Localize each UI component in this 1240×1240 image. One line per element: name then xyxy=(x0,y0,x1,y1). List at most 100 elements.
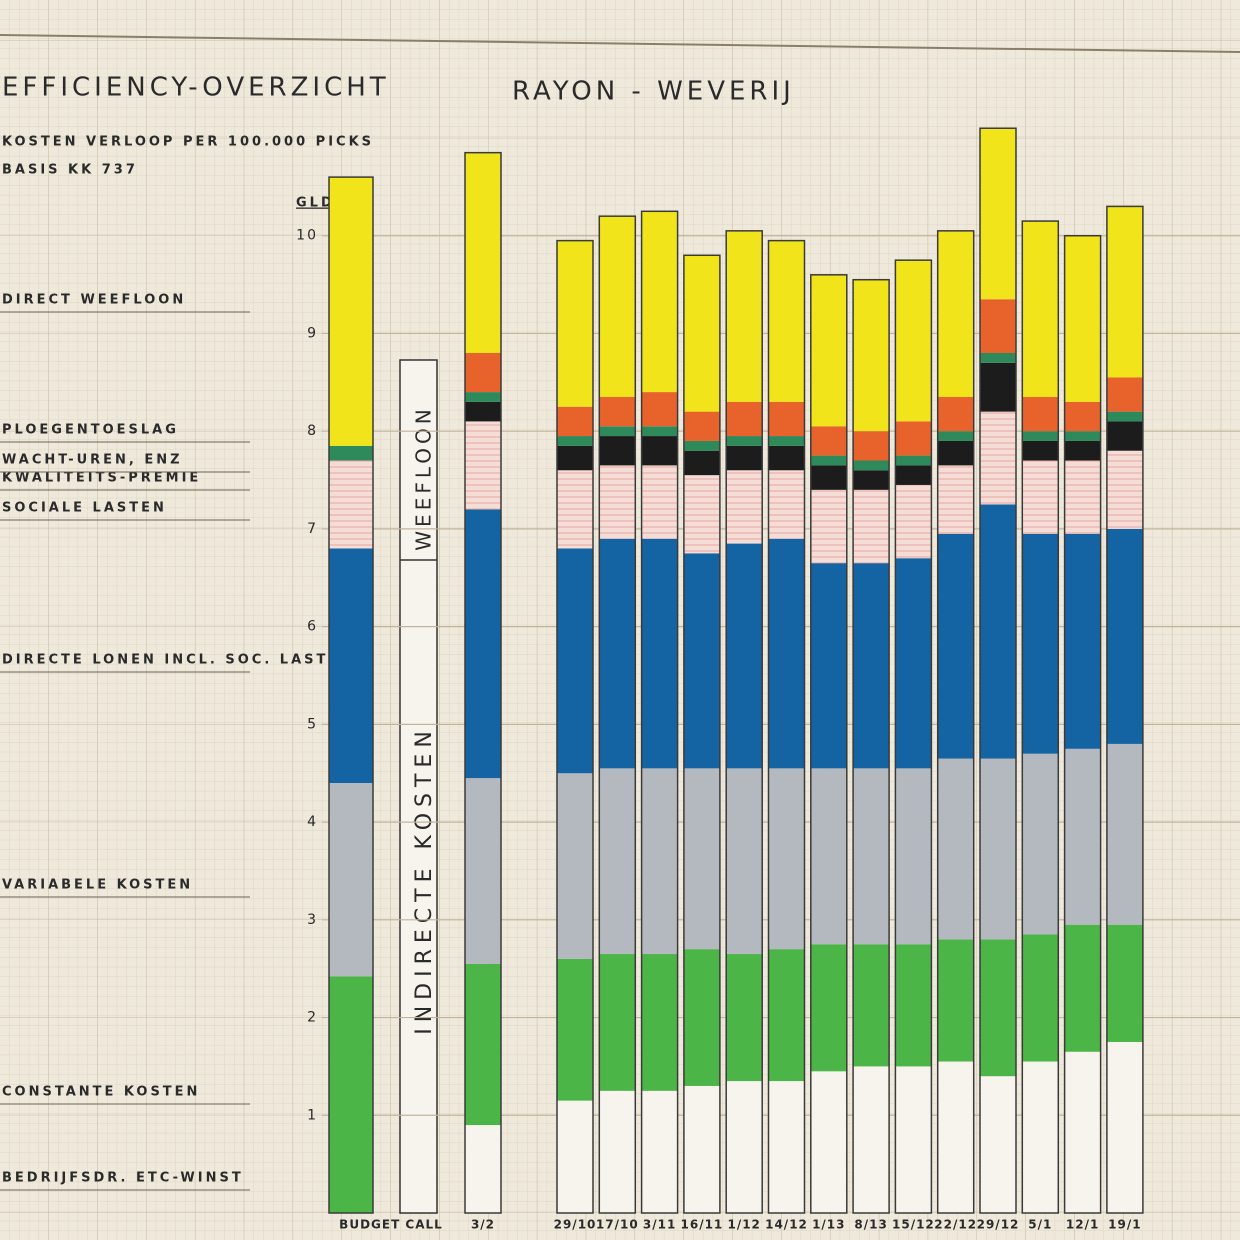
x-tick-label: 5/1 xyxy=(1028,1218,1052,1232)
bar-outline xyxy=(683,254,721,1214)
bar-segment xyxy=(980,353,1016,363)
bar-segment xyxy=(726,543,763,769)
bar-segment xyxy=(726,768,763,955)
bar-segment xyxy=(1106,377,1143,412)
bar-segment xyxy=(641,392,678,427)
bar-outline xyxy=(852,278,890,1214)
bar-segment xyxy=(329,548,373,783)
hatch xyxy=(1064,460,1101,534)
x-tick-label: 1/13 xyxy=(812,1218,845,1232)
bar-segment xyxy=(1106,924,1143,1042)
bar-segment xyxy=(599,216,636,397)
bar-segment xyxy=(768,240,805,402)
bar-segment xyxy=(1106,206,1143,378)
bar-segment xyxy=(853,563,890,769)
bar-segment xyxy=(599,538,636,769)
hatch xyxy=(465,421,501,510)
hatch xyxy=(1022,460,1059,534)
hatch xyxy=(895,484,932,559)
hatch xyxy=(937,465,974,534)
bar-segment xyxy=(1064,401,1101,432)
bar-outline xyxy=(598,215,637,1214)
hatch xyxy=(853,489,890,564)
hatch xyxy=(810,489,847,564)
bar-segment xyxy=(557,773,593,959)
bar-segment xyxy=(557,958,593,1101)
bar-segment xyxy=(641,538,678,769)
bar-segment xyxy=(329,445,373,461)
chart-subtitle: RAYON - WEVERIJ xyxy=(512,77,795,107)
bar-segment xyxy=(1106,528,1143,744)
bar-segment xyxy=(768,768,805,950)
bar-segment xyxy=(810,944,847,1072)
y-tick-label: 7 xyxy=(307,521,318,537)
bar-segment xyxy=(895,944,932,1067)
legend-label: WACHT-UREN, ENZ xyxy=(2,453,183,468)
bar-segment xyxy=(980,1076,1016,1213)
hatch xyxy=(768,470,805,539)
bar-segment xyxy=(1064,1051,1101,1213)
bar-segment xyxy=(853,1066,890,1213)
bar-segment xyxy=(557,406,593,437)
bar-segment xyxy=(557,445,593,471)
bar-segment xyxy=(853,279,890,432)
bar-segment xyxy=(599,426,636,437)
x-tick-label: 3/11 xyxy=(643,1218,676,1232)
x-tick-label: 8/13 xyxy=(854,1218,887,1232)
bar-segment xyxy=(853,470,890,490)
bar-segment xyxy=(895,558,932,769)
bar-segment xyxy=(641,436,678,466)
bar-segment xyxy=(937,1061,974,1213)
bar-segment xyxy=(937,431,974,441)
y-tick-label: 10 xyxy=(296,228,318,244)
bar-segment xyxy=(683,450,720,476)
bar-segment xyxy=(465,353,501,393)
bar-segment xyxy=(1064,235,1101,402)
bar-segment xyxy=(768,445,805,471)
legend-label: BEDRIJFSDR. ETC-WINST xyxy=(2,1171,244,1186)
bar-segment xyxy=(726,1081,763,1213)
bar-segment xyxy=(726,436,763,446)
bar-segment xyxy=(683,768,720,950)
bar-outline xyxy=(810,274,848,1214)
bar-segment xyxy=(641,1090,678,1213)
bar-outline xyxy=(556,239,594,1214)
bar-segment xyxy=(1022,396,1059,432)
bar-segment xyxy=(726,230,763,402)
bar-segment xyxy=(980,299,1016,353)
bar-outline xyxy=(464,151,502,1214)
bar-segment xyxy=(1106,411,1143,422)
bar-segment xyxy=(980,504,1016,759)
bar-outline xyxy=(640,210,679,1214)
bar-segment xyxy=(1022,1061,1059,1213)
bar-segment xyxy=(853,944,890,1067)
bar-segment xyxy=(937,939,974,1062)
bar-segment xyxy=(599,396,636,427)
bar-segment xyxy=(641,426,678,437)
bar-segment xyxy=(895,421,932,456)
bar-segment xyxy=(329,976,373,1213)
bar-segment xyxy=(937,396,974,432)
x-tick-label: 3/2 xyxy=(471,1218,495,1232)
bar-outline xyxy=(979,127,1017,1214)
hatch xyxy=(726,470,763,544)
bar-segment xyxy=(1106,1041,1143,1213)
legend-label: KWALITEITS-PREMIE xyxy=(2,471,201,486)
bar-outline xyxy=(725,230,763,1214)
bar-outline xyxy=(767,239,806,1214)
legend-label: DIRECT WEEFLOON xyxy=(2,293,186,308)
bar-outline xyxy=(328,176,374,1214)
x-tick-label: 17/10 xyxy=(596,1218,639,1232)
hatch xyxy=(599,465,636,539)
legend-label: CONSTANTE KOSTEN xyxy=(2,1085,200,1100)
x-tick-label: 19/1 xyxy=(1108,1218,1141,1232)
frame-edge xyxy=(0,34,1240,53)
bar-segment xyxy=(937,230,974,397)
bar-segment xyxy=(726,954,763,1082)
hatch xyxy=(329,460,373,549)
annotation-box xyxy=(399,359,438,1214)
y-tick-label: 4 xyxy=(307,814,318,830)
bar-segment xyxy=(980,939,1016,1077)
bar-segment xyxy=(980,128,1016,300)
bar-segment xyxy=(768,436,805,446)
